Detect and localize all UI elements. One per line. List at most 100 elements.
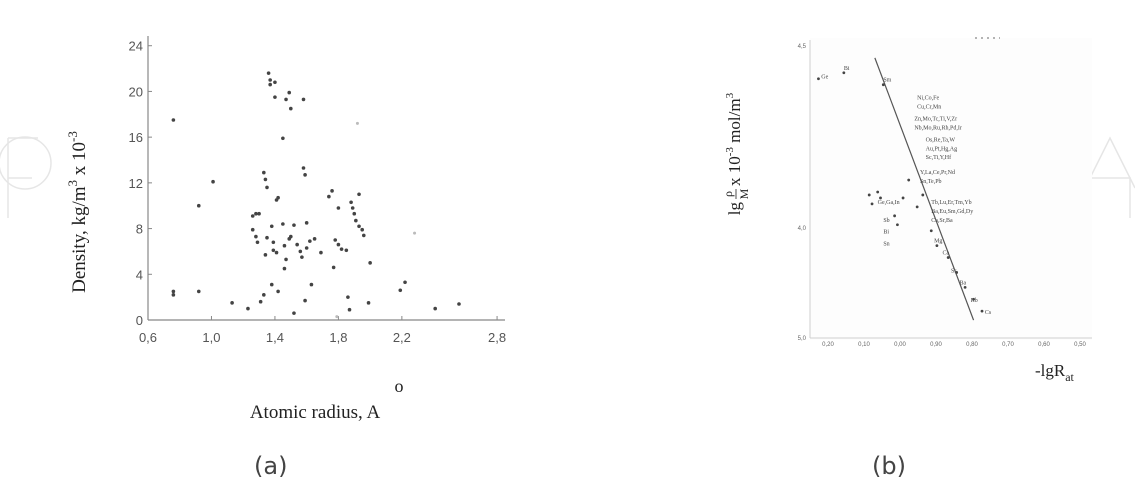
chart-a-data-point	[289, 234, 293, 239]
chart-b-data-point	[955, 271, 959, 274]
chart-a-data-point	[336, 242, 341, 247]
chart-a-data-point	[298, 249, 303, 254]
chart-a-data-point	[281, 136, 285, 141]
chart-a-data-point	[276, 289, 280, 294]
chart-a-data-point	[265, 185, 269, 190]
chart-a-data-point	[308, 239, 312, 243]
chart-a-data-point	[354, 218, 358, 223]
chart-b-element-label: Au,Pt,Hg,Ag	[926, 146, 958, 152]
chart-b-data-point	[870, 202, 874, 206]
chart-a-y-tick-label: 0	[136, 313, 143, 328]
chart-b-data-point	[972, 297, 975, 301]
chart-b-element-label: Ba,Eu,Sm,Gd,Dy	[931, 209, 973, 215]
chart-a-data-point	[292, 311, 296, 315]
chart-b-element-label: Zn,Mo,Tc,Ti,V,Zr	[914, 116, 957, 122]
chart-a-frame	[147, 36, 505, 321]
chart-a-y-tick-label: 8	[136, 222, 143, 237]
chart-a-faint-point	[355, 121, 359, 125]
chart-a-faint-point	[413, 231, 417, 235]
chart-b-element-label: Nb,Mo,Ru,Rh,Pd,Ir	[914, 125, 962, 131]
chart-b-data-point	[817, 77, 820, 81]
chart-a-x-tick-label: 2,8	[488, 330, 506, 345]
chart-a-x-tick-label: 1,8	[329, 330, 347, 345]
chart-a-data-point	[254, 234, 258, 239]
chart-a-data-point	[289, 106, 293, 111]
chart-a-data-point	[357, 192, 361, 197]
chart-b-data-point	[901, 196, 905, 200]
chart-a-x-tick-label: 1,0	[202, 330, 220, 345]
chart-a-data-point	[196, 289, 201, 294]
chart-b-x-tick-label: 0,80	[966, 342, 978, 348]
chart-a-x-tick-label: 2,2	[393, 330, 411, 345]
chart-b-data-point	[879, 196, 882, 200]
chart-a-data-point	[457, 302, 461, 306]
chart-a-data-point	[281, 222, 285, 226]
chart-b-data-point	[915, 205, 919, 209]
chart-b-x-tick-label: 0,70	[1002, 342, 1014, 348]
chart-a-data-point	[196, 203, 201, 208]
chart-a-data-point	[292, 223, 296, 227]
chart-b-element-label: Y,La,Ce,Pr,Nd	[920, 170, 955, 176]
chart-a-data-point	[269, 224, 274, 229]
chart-a-data-point	[360, 227, 365, 232]
chart-b-element-label: Ba	[959, 280, 966, 286]
chart-a-data-point	[254, 211, 258, 216]
chart-a-tick-labels: 0 4 8 12 16 20 24 0,6 1,0 1,4 1,8 2,2 2,8	[129, 39, 507, 345]
chart-a-data-point	[282, 266, 287, 271]
chart-b-element-labels: Ge Bi Sm Ni,Co,Fe Cu,Cr,Mn Zn,Mo,Tc,Ti,V,Zr Nb…	[821, 66, 992, 316]
chart-a-data-point	[403, 280, 407, 285]
chart-a-data-point	[268, 82, 272, 87]
chart-a-data-point	[269, 282, 274, 287]
chart-a-y-tick-label: 16	[129, 130, 143, 145]
chart-b-points	[817, 71, 984, 313]
chart-b-element-label: Sn,Te,Pb	[920, 179, 942, 185]
chart-a-data-point	[266, 71, 271, 75]
chart-a-data-point	[274, 250, 279, 255]
chart-b-x-tick-label: 0,50	[1074, 342, 1086, 348]
chart-a-data-point	[265, 235, 269, 240]
chart-b-data-point	[876, 190, 880, 194]
svg-text:Density, kg/m3 x 10-3: Density, kg/m3 x 10-3	[65, 131, 90, 293]
chart-b-x-tick-label: 0,60	[1038, 342, 1050, 348]
chart-a-data-point	[284, 97, 288, 102]
chart-a-faint-point	[335, 315, 339, 319]
chart-b-data-point	[963, 285, 967, 289]
chart-a-data-point	[262, 293, 266, 297]
chart-a-data-point	[273, 95, 277, 99]
chart-panel-a: 0 4 8 12 16 20 24 0,6 1,0 1,4 1,8 2,2 2,8 o Atomic r…	[0, 0, 560, 502]
chart-a-data-point	[255, 240, 260, 245]
chart-a-data-point	[250, 214, 255, 218]
chart-a-data-point	[171, 289, 176, 294]
chart-b-x-axis-label: -lgRat	[1035, 361, 1075, 384]
chart-a-data-point	[352, 211, 357, 216]
chart-b-element-label: Ge	[821, 75, 828, 81]
chart-a-data-point	[246, 306, 250, 311]
chart-a-data-point	[361, 233, 366, 238]
chart-a-y-tick-label: 24	[129, 39, 143, 54]
chart-a-x-axis-accent: o	[395, 376, 404, 396]
chart-a-data-point	[271, 240, 276, 245]
chart-a-data-point	[357, 224, 361, 229]
chart-a-data-point	[303, 173, 307, 177]
chart-b-element-label: Sb	[883, 218, 889, 224]
chart-a-data-point	[333, 238, 338, 242]
chart-b-element-label: Ca	[943, 251, 950, 257]
chart-a-x-tick-label: 0,6	[139, 330, 157, 345]
chart-b-data-point	[929, 229, 933, 233]
chart-b-x-tick-label: 0,90	[930, 342, 942, 348]
chart-a-data-point	[282, 243, 287, 248]
svg-text:M: M	[737, 188, 751, 199]
chart-b-element-label: Ge,Ga,In	[878, 200, 900, 206]
chart-b-x-tick-label: 0,00	[894, 342, 906, 348]
panel-label-b: (b)	[872, 452, 906, 480]
chart-b-data-point	[842, 71, 846, 75]
chart-a-data-point	[304, 246, 309, 250]
chart-a-data-point	[276, 195, 280, 200]
chart-b-y-axis-label: lg ρ M x 10-3 mol/m3	[721, 92, 751, 215]
chart-a-data-point	[347, 307, 352, 312]
chart-b-data-point	[980, 309, 984, 313]
chart-a-data-point	[301, 166, 306, 170]
chart-b-y-tick-label: 4,5	[798, 44, 807, 50]
chart-b-element-label: Sc,Ti,Y,Hf	[926, 154, 952, 161]
chart-a-data-point	[230, 301, 234, 305]
